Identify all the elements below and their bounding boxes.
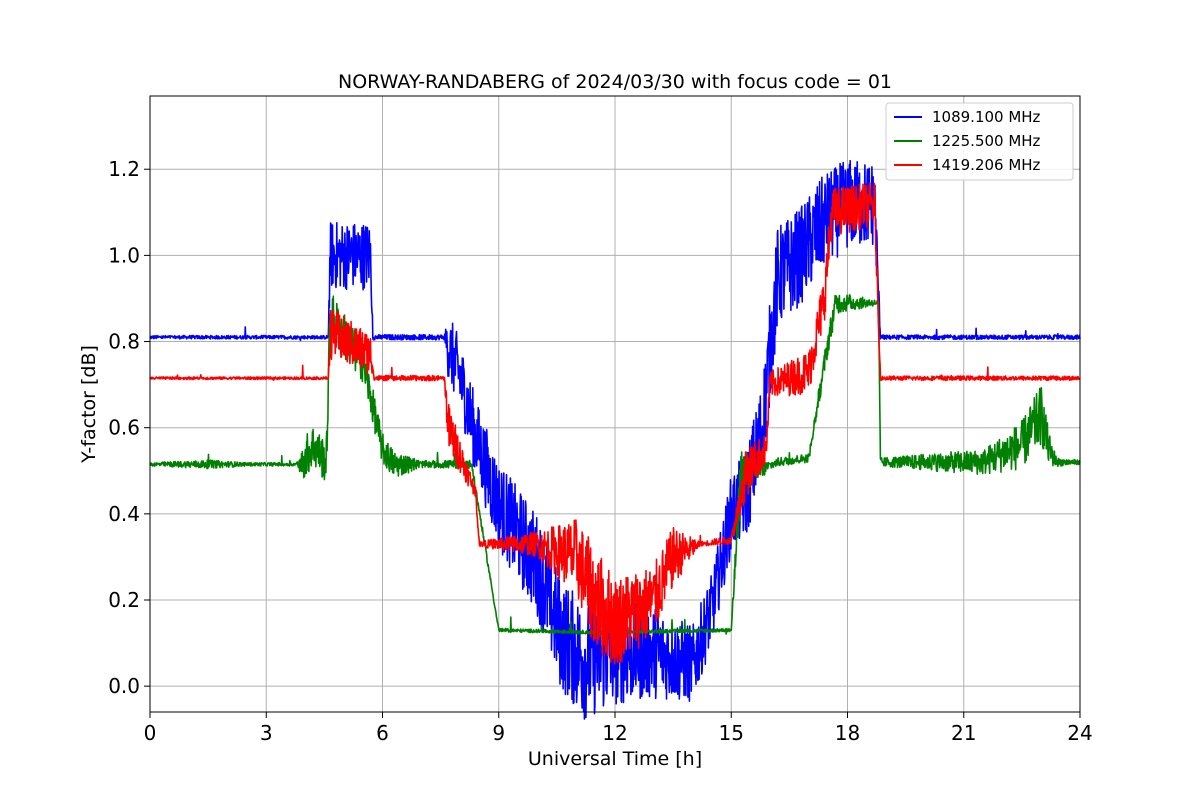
x-axis: 0 3 6 9 12 15 18 21 24 <box>144 712 1093 745</box>
y-tick-label: 0.6 <box>108 416 140 440</box>
x-tick-label: 3 <box>260 721 273 745</box>
x-tick-label: 21 <box>951 721 976 745</box>
x-tick-label: 15 <box>719 721 744 745</box>
legend-label: 1419.206 MHz <box>932 156 1041 174</box>
y-axis: 0.0 0.2 0.4 0.6 0.8 1.0 1.2 <box>108 157 150 698</box>
y-tick-label: 1.2 <box>108 157 140 181</box>
y-tick-label: 1.0 <box>108 243 140 267</box>
series-layer <box>149 159 1081 720</box>
y-axis-label: Y-factor [dB] <box>78 345 100 464</box>
legend-label: 1225.500 MHz <box>932 132 1041 150</box>
series-line-2 <box>149 182 1081 665</box>
x-tick-label: 6 <box>376 721 389 745</box>
x-tick-label: 24 <box>1067 721 1092 745</box>
x-axis-label: Universal Time [h] <box>528 748 702 770</box>
y-tick-label: 0.0 <box>108 674 140 698</box>
legend-label: 1089.100 MHz <box>932 108 1041 126</box>
y-tick-label: 0.2 <box>108 588 140 612</box>
legend: 1089.100 MHz 1225.500 MHz 1419.206 MHz <box>885 102 1074 181</box>
x-tick-label: 0 <box>144 721 157 745</box>
x-tick-label: 9 <box>492 721 505 745</box>
x-tick-label: 12 <box>602 721 627 745</box>
legend-box <box>885 102 1074 181</box>
chart-title: NORWAY-RANDABERG of 2024/03/30 with focu… <box>338 71 892 93</box>
y-tick-label: 0.4 <box>108 502 140 526</box>
y-tick-label: 0.8 <box>108 330 140 354</box>
x-tick-label: 18 <box>835 721 860 745</box>
